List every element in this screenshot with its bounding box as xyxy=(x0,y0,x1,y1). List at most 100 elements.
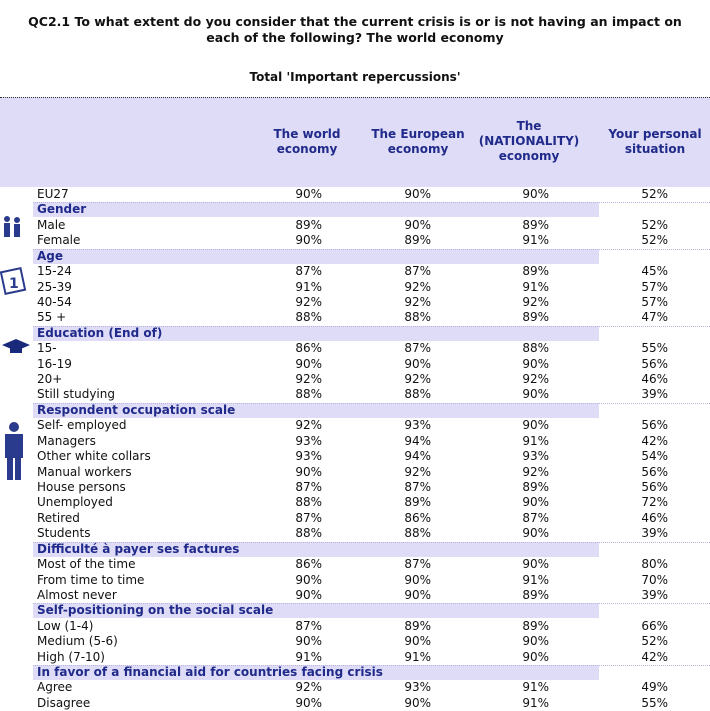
cell-value: 88% xyxy=(295,495,322,510)
cell-value: 87% xyxy=(404,557,431,572)
cell-value: 52% xyxy=(641,187,668,201)
cell-value: 88% xyxy=(404,310,431,325)
row-label: Managers xyxy=(37,433,96,448)
cell-value: 90% xyxy=(404,695,431,710)
cell-value: 91% xyxy=(522,233,549,248)
row-label: Students xyxy=(37,526,91,541)
cell-value: 87% xyxy=(295,510,322,525)
row-label: 16-19 xyxy=(37,356,72,371)
cell-value: 89% xyxy=(522,264,549,279)
cell-value: 56% xyxy=(641,418,668,433)
section-band xyxy=(33,541,599,557)
row-label: Disagree xyxy=(37,695,91,710)
column-header: The world economy xyxy=(273,127,341,156)
cell-value: 90% xyxy=(295,634,322,649)
row-label: 55 + xyxy=(37,310,67,325)
cell-value: 89% xyxy=(522,217,549,232)
cell-value: 90% xyxy=(522,418,549,433)
cell-value: 42% xyxy=(641,433,668,448)
cell-value: 91% xyxy=(404,649,431,664)
cell-value: 90% xyxy=(295,356,322,371)
cell-value: 89% xyxy=(522,479,549,494)
separator xyxy=(33,202,710,204)
row-label: EU27 xyxy=(37,187,69,201)
row-label: Agree xyxy=(37,680,73,695)
cell-value: 90% xyxy=(404,187,431,201)
cell-value: 93% xyxy=(404,418,431,433)
cell-value: 45% xyxy=(641,264,668,279)
person-icon xyxy=(5,422,23,480)
row-label: 25-39 xyxy=(37,279,72,294)
cell-value: 89% xyxy=(522,618,549,633)
cell-value: 49% xyxy=(641,680,668,695)
cell-value: 91% xyxy=(295,649,322,664)
section-band xyxy=(33,402,599,418)
cell-value: 93% xyxy=(522,449,549,464)
cell-value: 91% xyxy=(295,279,322,294)
cell-value: 88% xyxy=(295,310,322,325)
cell-value: 57% xyxy=(641,279,668,294)
cell-value: 90% xyxy=(295,233,322,248)
cell-value: 90% xyxy=(522,634,549,649)
cell-value: 92% xyxy=(295,680,322,695)
cell-value: 90% xyxy=(522,557,549,572)
cell-value: 47% xyxy=(641,310,668,325)
cell-value: 55% xyxy=(641,695,668,710)
section-band xyxy=(33,603,599,619)
cell-value: 86% xyxy=(295,341,322,356)
section-title: Difficulté à payer ses factures xyxy=(37,541,240,556)
row-label: Retired xyxy=(37,510,80,525)
cell-value: 89% xyxy=(522,587,549,602)
separator xyxy=(33,541,710,543)
cell-value: 92% xyxy=(404,372,431,387)
cell-value: 88% xyxy=(404,526,431,541)
row-label: Self- employed xyxy=(37,418,127,433)
row-label: Manual workers xyxy=(37,464,132,479)
cell-value: 80% xyxy=(641,557,668,572)
cell-value: 46% xyxy=(641,510,668,525)
section-title: Gender xyxy=(37,202,87,217)
title: QC2.1 To what extent do you consider tha… xyxy=(28,14,682,45)
cell-value: 87% xyxy=(295,264,322,279)
section-title: In favor of a financial aid for countrie… xyxy=(37,665,383,680)
separator xyxy=(33,248,710,250)
section-band xyxy=(33,248,599,264)
cell-value: 39% xyxy=(641,526,668,541)
cell-value: 90% xyxy=(295,572,322,587)
cell-value: 52% xyxy=(641,217,668,232)
cell-value: 42% xyxy=(641,649,668,664)
cell-value: 92% xyxy=(522,464,549,479)
cell-value: 57% xyxy=(641,294,668,309)
cell-value: 87% xyxy=(295,618,322,633)
header-band xyxy=(0,97,710,187)
section-title: Age xyxy=(37,248,64,263)
cell-value: 89% xyxy=(522,310,549,325)
separator xyxy=(33,603,710,605)
cell-value: 52% xyxy=(641,233,668,248)
row-label: From time to time xyxy=(37,572,145,587)
cell-value: 90% xyxy=(522,495,549,510)
cell-value: 91% xyxy=(522,572,549,587)
cell-value: 90% xyxy=(404,572,431,587)
separator xyxy=(33,325,710,327)
calendar-icon: 1 xyxy=(0,266,27,296)
cell-value: 52% xyxy=(641,634,668,649)
cell-value: 93% xyxy=(295,449,322,464)
row-label: Unemployed xyxy=(37,495,113,510)
cell-value: 87% xyxy=(295,479,322,494)
cell-value: 39% xyxy=(641,587,668,602)
cell-value: 90% xyxy=(295,187,322,201)
icons: 1 xyxy=(0,216,30,480)
section-band xyxy=(33,325,599,341)
cell-value: 88% xyxy=(522,341,549,356)
cell-value: 89% xyxy=(295,217,322,232)
row-label: Medium (5-6) xyxy=(37,634,118,649)
cell-value: 92% xyxy=(404,464,431,479)
section-title: Respondent occupation scale xyxy=(37,402,236,417)
cell-value: 66% xyxy=(641,618,668,633)
column-header: The European economy xyxy=(371,127,465,156)
row-label: Almost never xyxy=(37,587,117,602)
cell-value: 90% xyxy=(522,356,549,371)
cell-value: 93% xyxy=(295,433,322,448)
